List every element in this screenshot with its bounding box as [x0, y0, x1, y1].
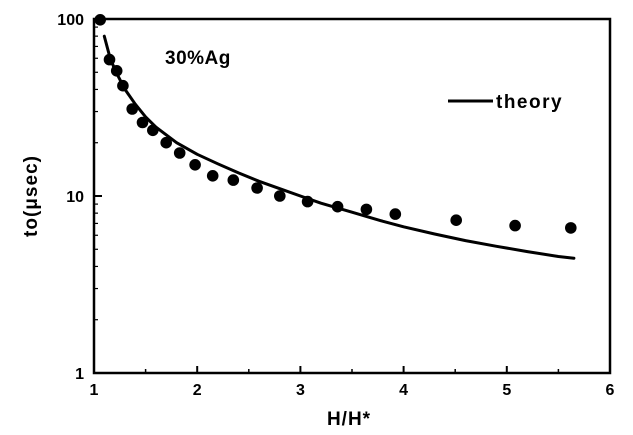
data-point — [117, 79, 129, 92]
data-point — [103, 53, 116, 66]
x-tick-label: 6 — [606, 382, 615, 399]
plot-frame — [92, 17, 612, 375]
data-point — [251, 182, 263, 194]
data-point — [509, 219, 521, 232]
legend-label-theory: theory — [496, 92, 563, 113]
plot-area-border — [92, 17, 612, 375]
x-tick-label: 1 — [90, 382, 99, 399]
data-point — [450, 214, 463, 226]
data-point — [360, 203, 373, 216]
x-tick-label: 5 — [502, 382, 511, 399]
data-point — [206, 170, 219, 182]
data-point — [227, 174, 240, 186]
y-tick-label: 1 — [75, 366, 84, 383]
y-axis-title: to(μsec) — [21, 155, 42, 237]
data-point — [147, 124, 159, 137]
data-point — [110, 65, 123, 77]
data-point — [94, 13, 106, 26]
y-ticks: 1 10 100 — [57, 12, 102, 383]
data-point — [301, 195, 314, 208]
data-point — [331, 200, 344, 213]
annotation-30ag: 30%Ag — [165, 48, 231, 69]
data-point — [189, 159, 201, 171]
data-point — [160, 136, 172, 149]
x-ticks: 1 2 3 4 5 6 — [90, 366, 615, 399]
data-point — [126, 103, 138, 115]
theory-line — [102, 34, 576, 260]
theory-line-group — [102, 34, 576, 260]
data-point — [274, 190, 286, 202]
x-tick-label: 3 — [296, 382, 305, 399]
x-axis-title: H/H* — [327, 409, 371, 430]
data-point — [173, 147, 186, 159]
data-point — [389, 208, 402, 220]
y-tick-label: 10 — [66, 189, 84, 206]
x-tick-label: 4 — [399, 382, 408, 399]
x-tick-label: 2 — [193, 382, 202, 399]
data-point — [565, 222, 577, 234]
legend: theory — [448, 92, 563, 113]
data-points — [94, 13, 577, 234]
y-tick-label: 100 — [57, 12, 84, 29]
data-point — [136, 116, 149, 129]
